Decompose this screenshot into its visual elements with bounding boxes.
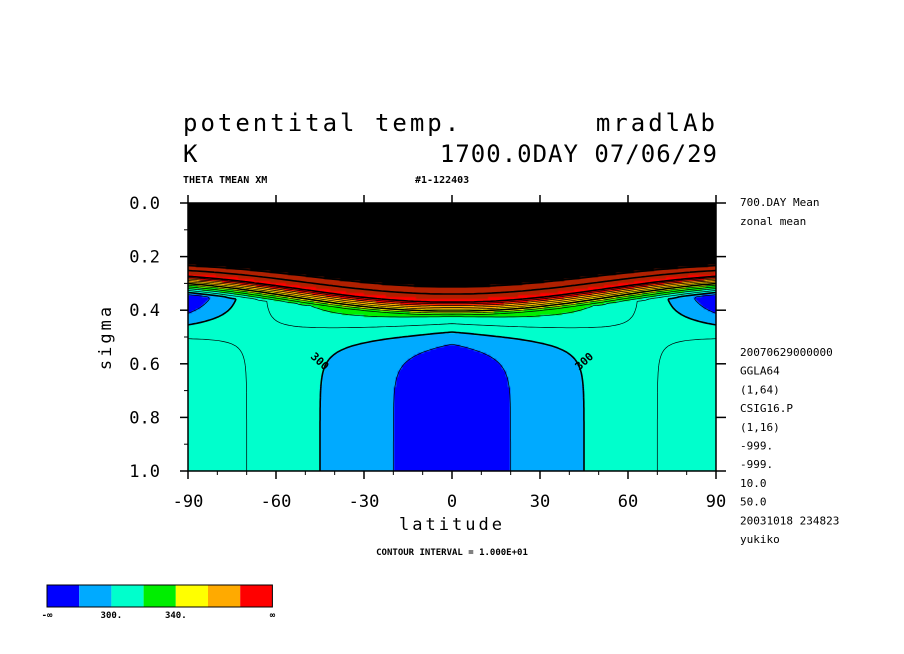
colorbar-label: -∞ [42, 611, 53, 621]
x-tick-label: -60 [261, 492, 292, 512]
x-tick-label: 90 [706, 492, 726, 512]
contour-line-400 [188, 275, 716, 303]
contour-lines [188, 253, 716, 471]
side-info-line: (1,16) [740, 421, 780, 434]
temperature-field [188, 203, 716, 471]
x-tick-label: -30 [349, 492, 380, 512]
colorbar-swatch [47, 585, 80, 607]
contour-line-500 [188, 264, 716, 288]
contour-line-350 [188, 282, 716, 312]
contour-label-3: 350. [544, 249, 571, 262]
y-tick-label: 0.8 [129, 408, 160, 428]
y-tick-label: 0.0 [129, 194, 160, 214]
x-tick-label: 30 [530, 492, 550, 512]
y-tick-label: 0.6 [129, 355, 160, 375]
contour-line-340 [188, 284, 716, 314]
contour-line-650 [188, 253, 716, 272]
colorbar: -∞ 300. 340. ∞ [42, 584, 276, 621]
side-info-line: 700.DAY Mean [740, 196, 819, 209]
contour-line-370 [188, 280, 716, 308]
colorbar-label: 340. [165, 611, 187, 621]
contour-label-2: 350. [222, 241, 249, 254]
run-id-label: #1-122403 [415, 175, 469, 186]
contour-interval-note: CONTOUR INTERVAL = 1.000E+01 [376, 548, 528, 558]
contour-label-5: 400 [548, 229, 568, 242]
colorbar-swatch [240, 585, 273, 607]
side-info-line: 10.0 [740, 477, 767, 490]
contour-line-360 [188, 281, 716, 310]
colorbar-swatch [208, 585, 241, 607]
contour-line-320 [188, 288, 716, 318]
right-axis-ticks [716, 202, 726, 472]
units-label: K [183, 140, 198, 168]
colorbar-label: 300. [101, 611, 123, 621]
contour-line-290 [188, 294, 716, 471]
x-axis-label: latitude [399, 515, 505, 535]
side-info-line: 50.0 [740, 496, 767, 509]
side-info-line: (1,64) [740, 383, 780, 396]
side-info-line: 20070629000000 [740, 346, 833, 359]
contour-line-310 [188, 290, 716, 471]
side-info: 700.DAY Mean zonal mean 20070629000000 GGLA… [740, 196, 839, 546]
y-axis-label: sigma [96, 304, 116, 370]
side-info-line: -999. [740, 440, 773, 453]
side-info-line: GGLA64 [740, 365, 780, 378]
contour-line-330 [188, 286, 716, 316]
x-tick-label: 60 [618, 492, 638, 512]
time-label: 1700.0DAY 07/06/29 [440, 140, 718, 168]
title-left: potentital temp. [183, 109, 462, 137]
contour-line-300 [188, 291, 716, 471]
contour-line-390 [188, 277, 716, 305]
contour-line-600 [188, 256, 716, 276]
title-right: mradlAb [596, 109, 718, 137]
y-tick-label: 0.4 [129, 301, 160, 321]
contour-label-6: 500 [228, 210, 248, 223]
contour-label-4: 400 [225, 224, 245, 237]
x-tick-label: 0 [447, 492, 457, 512]
colorbar-label: ∞ [270, 611, 276, 621]
contour-label-7: 550 [477, 205, 497, 218]
y-tick-label: 0.2 [129, 248, 160, 268]
x-tick-label: -90 [173, 492, 204, 512]
colorbar-frame [46, 584, 273, 608]
contour-line-450 [188, 269, 716, 295]
contour-line-380 [188, 278, 716, 306]
colorbar-swatch [79, 585, 112, 607]
side-info-line: CSIG16.P [740, 402, 793, 415]
side-info-line: yukiko [740, 533, 780, 546]
contour-line-550 [188, 260, 716, 282]
colorbar-swatch [175, 585, 208, 607]
side-info-line: zonal mean [740, 215, 806, 228]
x-axis: -90 -60 -30 0 30 60 90 [173, 195, 726, 512]
colorbar-swatch [111, 585, 144, 607]
side-info-line: 20031018 234823 [740, 514, 839, 527]
varname-label: THETA TMEAN XM [183, 175, 267, 186]
colorbar-swatch [143, 585, 176, 607]
y-axis: 0.0 0.2 0.4 0.6 0.8 1.0 [129, 194, 188, 482]
y-tick-label: 1.0 [129, 462, 160, 482]
side-info-line: -999. [740, 458, 773, 471]
